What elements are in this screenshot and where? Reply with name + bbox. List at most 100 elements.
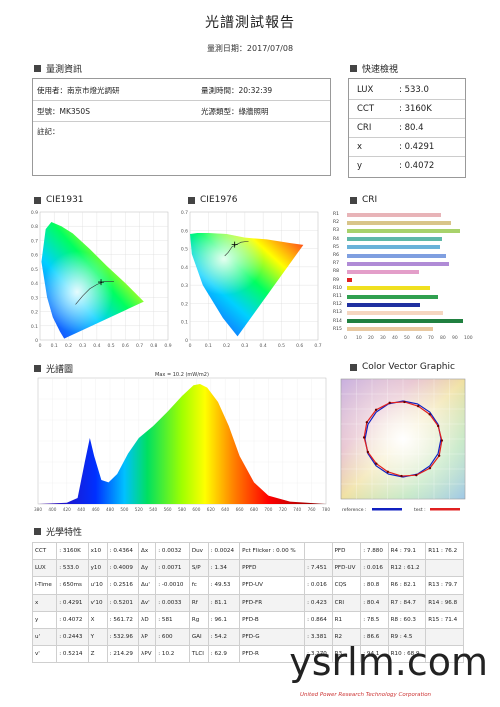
y-tick-label: 0.4 [181, 265, 188, 271]
table-cell: : 533.0 [56, 559, 89, 578]
x-tick-label: 0.5 [278, 343, 285, 349]
spectrum-x-tick: 680 [250, 507, 258, 512]
y-tick-label: 0.6 [31, 253, 38, 259]
report-title: 光譜測試報告 [205, 15, 295, 31]
test-point [400, 474, 403, 478]
table-cell: : 0.4072 [56, 610, 89, 629]
watermark-site: ysrlm.com [289, 640, 488, 684]
table-cell: Y [87, 627, 108, 647]
quick-key: CCT [357, 104, 375, 114]
table-cell: u' [31, 627, 58, 647]
spectrum-x-tick: 780 [322, 507, 330, 512]
section-square-icon [350, 363, 357, 371]
spectrum-x-tick: 400 [48, 507, 56, 512]
test-point [437, 454, 441, 457]
section-square-icon [34, 365, 41, 372]
y-tick-label: 0.5 [31, 267, 38, 273]
table-cell: PFD-R [239, 645, 306, 664]
table-cell: : 3.381 [304, 627, 333, 647]
table-cell: : 0.2443 [56, 627, 89, 647]
cri-category-label: R12 [333, 302, 342, 308]
table-row: u': 0.2443 Y: 532.96 λP: 600 GAI: 54.2 PFD-G… [31, 627, 464, 647]
table-cell [304, 541, 333, 561]
table-cell: R3 [331, 645, 362, 664]
quick-value: : 3160K [399, 104, 432, 114]
cri-category-label: R10 [333, 285, 342, 291]
table-cell: : 94.1 [360, 645, 389, 664]
table-cell [425, 627, 464, 647]
spectrum-x-tick: 600 [192, 507, 200, 512]
spectrum-x-tick: 640 [221, 507, 229, 512]
table-cell: Duv [188, 541, 209, 561]
spectrum-x-tick: 500 [120, 507, 128, 512]
table-cell: : 54.2 [207, 627, 241, 647]
table-cell: : 0.4009 [106, 559, 140, 578]
spectrum-x-tick: 380 [34, 507, 42, 512]
section-square-icon [34, 196, 41, 204]
table-cell [425, 559, 464, 578]
table-row: y: 0.4072 X: 561.72 λD: 581 Rg: 96.1 PFD-B: … [31, 610, 464, 629]
quick-row: x: 0.4291 [357, 142, 434, 152]
spectrum-x-tick: 540 [149, 507, 157, 512]
cri-category-label: R1 [333, 212, 339, 217]
table-cell: : 1.34 [207, 559, 241, 578]
x-tick-label: 0.1 [51, 343, 58, 349]
table-cell: Δy [138, 559, 157, 578]
quick-row: CRI: 80.4 [357, 123, 424, 133]
table-cell: R14 : 96.8 [425, 593, 464, 612]
test-point [428, 466, 432, 470]
cri-bar [347, 253, 446, 258]
y-tick-label: 0.5 [181, 247, 188, 253]
x-tick-label: 0.2 [65, 343, 72, 349]
table-cell: : 0.016 [360, 559, 389, 578]
cri-category-label: R14 [333, 318, 342, 324]
y-tick-label: 0.2 [31, 310, 38, 316]
x-tick-label: 0.4 [93, 343, 100, 349]
cri-bar [347, 327, 433, 332]
cri-category-label: R3 [333, 228, 339, 234]
table-cell: : 0.0032 [155, 541, 190, 561]
spectrum-x-tick: 700 [264, 507, 272, 512]
cri-x-tick: 90 [452, 336, 458, 341]
cri-bar [347, 220, 451, 225]
table-cell [425, 645, 464, 664]
quick-value: : 80.4 [399, 123, 424, 133]
table-cell: R8 : 60.3 [387, 610, 427, 629]
table-cell: PPFD [239, 559, 306, 578]
test-point [366, 450, 370, 454]
cri-bar [347, 319, 464, 324]
spectrum-x-tick: 620 [207, 507, 215, 512]
cri-x-tick: 30 [380, 336, 386, 341]
table-cell: : 7.451 [304, 559, 333, 578]
spectrum-x-tick: 740 [293, 507, 301, 512]
table-cell: : 3160K [56, 541, 89, 561]
table-cell: I-Time [31, 576, 58, 595]
table-cell: : 0.0024 [207, 541, 241, 561]
table-cell: R6 : 82.1 [387, 576, 427, 595]
table-cell: : 3.270 [304, 645, 333, 664]
table-cell: : 0.0071 [155, 559, 190, 578]
table-cell: R12 : 61.2 [387, 559, 427, 578]
table-cell: λP [138, 627, 157, 647]
table-cell: R15 : 71.4 [425, 610, 464, 629]
spectrum-x-tick: 660 [236, 507, 244, 512]
table-cell: : 0.423 [304, 593, 333, 612]
x-tick-label: 0.3 [241, 343, 248, 349]
legend-reference-swatch [372, 508, 402, 511]
table-cell: GAI [188, 627, 209, 647]
table-cell: x [31, 593, 58, 612]
table-cell: Pct Flicker : 0.00 % [239, 541, 306, 561]
table-cell: λPV [138, 645, 157, 664]
table-cell: : 96.1 [207, 610, 241, 629]
table-cell: : 80.8 [360, 576, 389, 595]
cri-category-label: R15 [333, 326, 342, 332]
section-quick-check: 快速檢視 [350, 62, 398, 75]
section-square-icon [34, 528, 41, 535]
test-point [386, 470, 390, 474]
spectrum-max-label: Max = 10.2 (mW/m2) [155, 372, 209, 378]
cri-bar [347, 237, 442, 242]
section-square-icon [34, 65, 41, 72]
table-cell: fc [188, 576, 209, 595]
y-tick-label: 0.7 [31, 238, 38, 244]
x-tick-label: 0.7 [314, 343, 321, 349]
